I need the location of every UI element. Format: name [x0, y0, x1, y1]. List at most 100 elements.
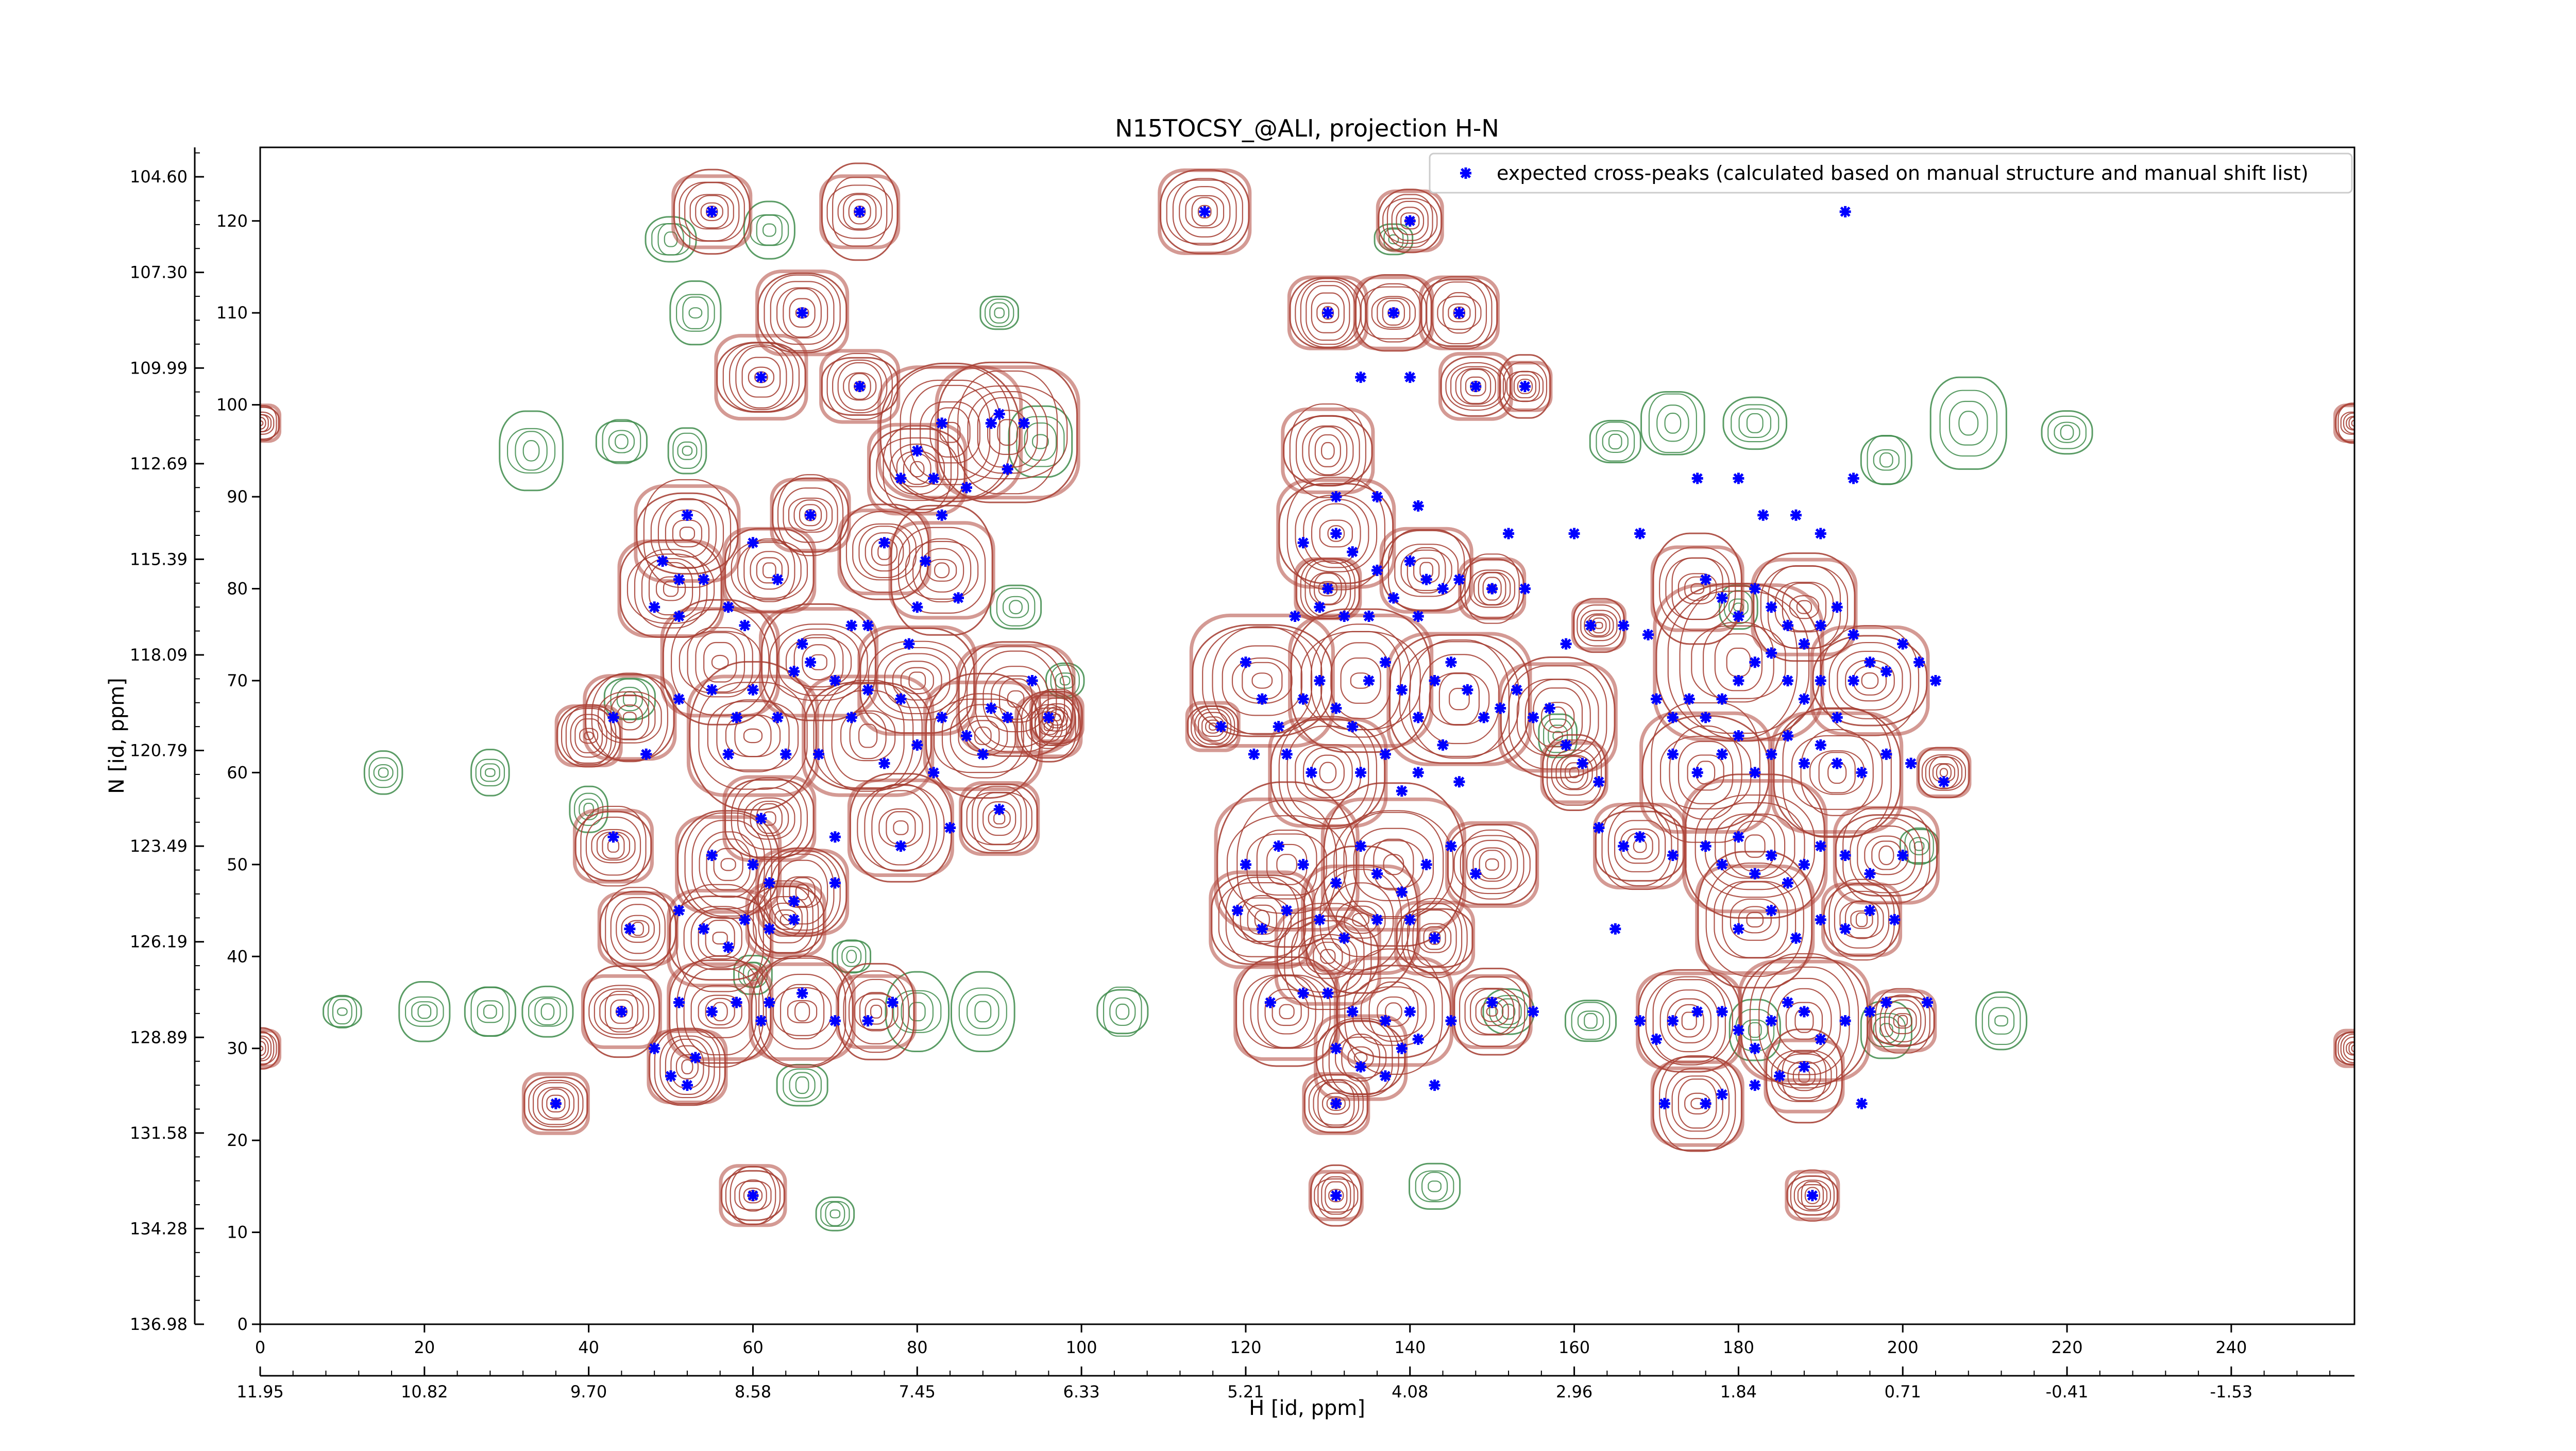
neg-contour-group: [1564, 1000, 1617, 1042]
pos-contour-outline: [722, 527, 817, 614]
expected-cross-peak: [1527, 712, 1539, 723]
pos-contour-ring: [1394, 544, 1459, 597]
peak-marker-shape: [1437, 739, 1449, 751]
peak-marker-shape: [1733, 923, 1744, 935]
expected-cross-peak: [550, 1098, 562, 1109]
legend-box: [1429, 153, 2353, 194]
neg-contour-ring: [499, 410, 564, 492]
peak-marker-shape: [1396, 1042, 1408, 1054]
expected-cross-peak: [1798, 1061, 1810, 1073]
expected-cross-peak: [1412, 611, 1424, 622]
pos-contour-ring: [1584, 613, 1614, 638]
peak-marker-shape: [673, 997, 685, 1008]
peak-marker-shape: [1856, 767, 1868, 779]
pos-contour-ring: [1448, 303, 1471, 323]
peak-marker-shape: [1462, 684, 1473, 696]
pos-contour-ring: [1386, 194, 1433, 248]
peak-marker-shape: [796, 987, 808, 999]
pos-contour-ring: [1793, 1179, 1832, 1212]
peak-marker-shape: [1815, 840, 1826, 852]
pos-contour-ring: [1396, 207, 1425, 235]
pos-contour-ring: [785, 637, 852, 688]
pos-contour-ring: [1442, 292, 1477, 334]
neg-contour-ring: [1016, 416, 1065, 467]
peak-marker-shape: [1774, 1070, 1786, 1082]
expected-cross-peak: [722, 601, 734, 613]
peak-marker-shape: [1412, 500, 1424, 512]
pos-contour-ring: [1790, 1169, 1835, 1222]
pos-contour-ring: [1773, 708, 1901, 837]
expected-cross-peak: [1839, 1015, 1851, 1027]
pos-contour-ring: [1371, 296, 1416, 330]
expected-cross-peak: [805, 509, 817, 521]
peak-marker-shape: [681, 509, 693, 521]
expected-cross-peak: [911, 739, 923, 751]
pos-contour-ring: [1429, 672, 1490, 726]
pos-contour-ring: [1744, 834, 1766, 858]
peak-marker-shape: [1815, 674, 1826, 686]
y-index-tick-label: 70: [227, 671, 248, 690]
expected-cross-peak: [813, 748, 824, 760]
pos-contour-ring: [787, 1000, 818, 1023]
y-ppm-tick-label: 126.19: [130, 932, 188, 952]
expected-cross-peak: [1716, 693, 1728, 705]
pos-contour-outline: [660, 607, 780, 718]
pos-contour-ring: [1834, 890, 1890, 949]
pos-contour-ring: [769, 902, 803, 937]
peak-marker-shape: [1371, 491, 1383, 503]
pos-contour-ring: [893, 820, 909, 835]
peak-marker-shape: [1864, 868, 1876, 880]
pos-contour-ring: [783, 288, 822, 338]
pos-contour-ring: [1327, 525, 1345, 542]
pos-contour-ring: [843, 970, 909, 1053]
neg-contour-ring: [1059, 676, 1071, 686]
pos-contour-ring: [889, 443, 945, 495]
pos-contour-group: [869, 425, 965, 513]
neg-contour-ring: [1958, 411, 1979, 436]
expected-cross-peak: [1330, 877, 1342, 889]
neg-contour-ring: [602, 419, 641, 464]
pos-contour-ring: [1360, 286, 1427, 340]
peak-marker-shape: [1897, 638, 1909, 650]
y-index-tick-label: 50: [227, 855, 248, 874]
expected-cross-peak: [1839, 206, 1851, 217]
pos-contour-ring: [770, 853, 835, 931]
pos-contour-ring: [864, 783, 938, 872]
pos-contour-outline: [1209, 870, 1316, 969]
expected-cross-peak: [1897, 849, 1909, 861]
expected-cross-peak: [739, 914, 751, 925]
expected-cross-peak: [1658, 1098, 1670, 1109]
neg-contour-ring: [1096, 989, 1149, 1035]
neg-contour-ring: [417, 1004, 432, 1019]
peak-marker-shape: [1691, 473, 1703, 484]
peak-marker-shape: [993, 803, 1005, 815]
neg-contour-ring: [368, 757, 398, 788]
expected-cross-peak: [985, 702, 997, 714]
expected-cross-peak: [1018, 417, 1030, 429]
pos-contour-ring: [1749, 953, 1859, 1089]
peak-marker-shape: [903, 638, 915, 650]
pos-contour-ring: [1298, 934, 1358, 979]
pos-contour-ring: [1319, 519, 1353, 548]
expected-cross-peak: [1347, 546, 1359, 558]
pos-contour-ring: [594, 988, 650, 1035]
x-index-tick-label: 100: [1066, 1338, 1097, 1357]
pos-contour-ring: [1738, 906, 1772, 934]
pos-contour-outline: [1294, 557, 1362, 620]
expected-cross-peak: [1790, 509, 1802, 521]
expected-cross-peak: [1815, 528, 1826, 539]
neg-contour-ring: [967, 994, 999, 1030]
pos-contour-ring: [1687, 754, 1724, 791]
expected-cross-peak: [1232, 905, 1243, 917]
x-ppm-tick-label: 2.96: [1556, 1382, 1592, 1402]
expected-cross-peak: [640, 748, 652, 760]
neg-contour-ring: [1103, 986, 1142, 1037]
expected-cross-peak: [1782, 730, 1794, 741]
pos-contour-ring: [876, 437, 959, 501]
pos-contour-ring: [1360, 986, 1427, 1037]
expected-cross-peak: [1289, 611, 1301, 622]
peak-marker-shape: [1322, 987, 1334, 999]
pos-contour-outline: [617, 539, 724, 638]
neg-contour-ring: [1543, 718, 1573, 753]
pos-contour-ring: [1577, 604, 1621, 647]
